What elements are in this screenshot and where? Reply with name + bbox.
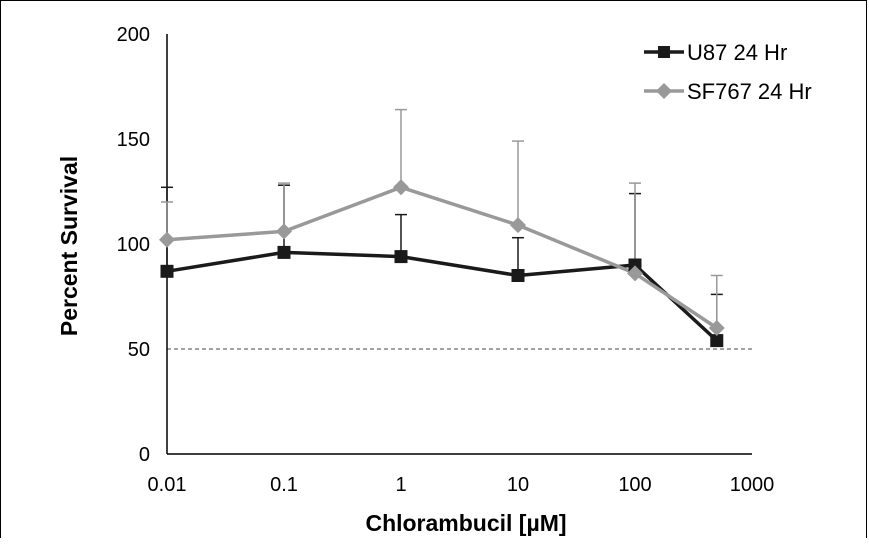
y-tick-label-200: 200 xyxy=(117,24,150,46)
series-line-u87 xyxy=(166,250,718,342)
legend-marker-u87 xyxy=(658,46,670,58)
error-bars xyxy=(161,108,723,341)
data-point-sf767-2 xyxy=(393,179,409,196)
data-point-u87-2 xyxy=(394,250,408,264)
series-line-sf767 xyxy=(166,185,718,330)
x-tick-labels: 0.01 0.1 1 10 100 1000 xyxy=(148,474,775,496)
data-point-u87-3 xyxy=(511,269,525,282)
x-tick-label-10: 10 xyxy=(507,474,529,496)
data-point-u87-0 xyxy=(160,264,174,278)
x-tick-label-100: 100 xyxy=(618,474,651,496)
x-tick-label-1000: 1000 xyxy=(730,474,775,496)
y-tick-label-0: 0 xyxy=(139,444,150,466)
data-point-sf767-3 xyxy=(510,217,526,234)
data-point-sf767-0 xyxy=(159,231,175,248)
y-axis-label: Percent Survival xyxy=(56,156,82,336)
x-tick-label-0.1: 0.1 xyxy=(270,474,298,496)
legend-item-u87: U87 24 Hr xyxy=(644,40,787,65)
data-point-sf767-4 xyxy=(627,265,643,282)
legend-label-u87: U87 24 Hr xyxy=(687,40,787,65)
series-lines xyxy=(166,185,718,342)
data-point-u87-4 xyxy=(628,258,642,272)
data-point-sf767-5 xyxy=(708,320,725,336)
x-tick-label-1: 1 xyxy=(395,474,406,496)
legend-marker-sf767 xyxy=(656,83,672,99)
legend-label-sf767: SF767 24 Hr xyxy=(687,79,812,104)
series-markers xyxy=(159,179,725,348)
y-tick-labels: 0 50 100 150 200 xyxy=(117,24,150,466)
data-point-sf767-1 xyxy=(276,223,292,240)
data-point-u87-5 xyxy=(710,334,724,348)
y-tick-label-50: 50 xyxy=(128,339,150,361)
data-point-u87-1 xyxy=(277,245,291,259)
y-tick-label-150: 150 xyxy=(117,129,150,151)
x-tick-label-0.01: 0.01 xyxy=(148,474,187,496)
y-tick-label-100: 100 xyxy=(117,234,150,256)
x-axis-label: Chlorambucil [µM] xyxy=(365,510,566,536)
legend: U87 24 Hr SF767 24 Hr xyxy=(644,40,812,104)
legend-item-sf767: SF767 24 Hr xyxy=(644,79,812,104)
